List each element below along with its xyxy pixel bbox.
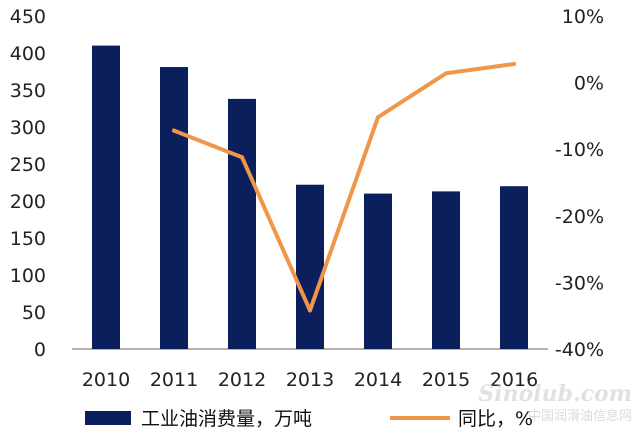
line-series-yoy [172, 62, 516, 313]
y-right-tick-label: -40% [555, 339, 604, 361]
y-left-tick-label: 450 [10, 6, 46, 28]
bar-2010 [92, 45, 120, 349]
line-point-2012 [240, 155, 244, 160]
x-tick-label: 2010 [82, 369, 130, 391]
line-point-2015 [444, 71, 448, 76]
y-right-tick-label: 10% [562, 6, 604, 28]
x-tick-label: 2014 [354, 369, 402, 391]
x-tick-label: 2015 [422, 369, 470, 391]
y-left-tick-label: 100 [10, 265, 46, 287]
y-left-tick-label: 400 [10, 43, 46, 65]
y-left-tick-label: 0 [34, 339, 46, 361]
y-left-tick-label: 350 [10, 80, 46, 102]
y-left-tick-label: 200 [10, 191, 46, 213]
x-tick-label: 2016 [490, 369, 538, 391]
line-point-2016 [512, 61, 516, 66]
legend-label-line-series: 同比，% [458, 408, 534, 430]
y-right-tick-label: -20% [555, 206, 604, 228]
legend-swatch-line [390, 415, 450, 420]
x-tick-label: 2013 [286, 369, 334, 391]
legend: 工业油消费量，万吨 同比，% [0, 400, 640, 434]
y-left-tick-label: 50 [22, 302, 46, 324]
legend-item-bar-series: 工业油消费量，万吨 [85, 404, 312, 431]
bar-2013 [296, 184, 324, 349]
legend-swatch-bar [85, 410, 131, 425]
line-point-2011 [172, 128, 176, 133]
x-tick-label: 2012 [218, 369, 266, 391]
bar-2015 [432, 191, 460, 349]
line-point-2014 [376, 115, 380, 120]
line-point-2013 [308, 308, 312, 313]
y-right-tick-label: -10% [555, 139, 604, 161]
x-tick-label: 2011 [150, 369, 198, 391]
y-left-tick-label: 250 [10, 154, 46, 176]
bar-2012 [228, 98, 256, 349]
y-right-tick-label: 0% [574, 73, 604, 95]
legend-label-bar-series: 工业油消费量，万吨 [141, 408, 313, 430]
legend-item-line-series: 同比，% [390, 404, 533, 431]
bar-2014 [364, 193, 392, 349]
y-left-tick-label: 150 [10, 228, 46, 250]
bar-2016 [500, 186, 528, 349]
y-left-tick-label: 300 [10, 117, 46, 139]
y-right-tick-label: -30% [555, 272, 604, 294]
bar-2011 [160, 67, 188, 349]
